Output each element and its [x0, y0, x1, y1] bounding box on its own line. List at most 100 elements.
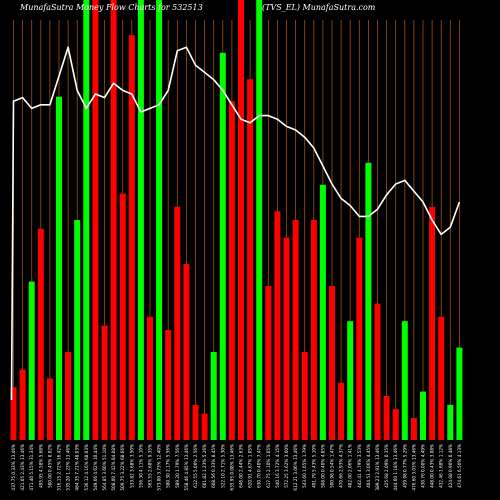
bar-down — [192, 404, 199, 440]
x-tick-label: 573.00 3.73% 12.40% — [157, 444, 162, 491]
bar-down — [46, 378, 53, 440]
bar-down — [147, 316, 153, 440]
bar-down — [374, 303, 381, 440]
bar-down — [165, 330, 172, 440]
x-tick-label: 516.15 2.72% 16.42% — [57, 444, 62, 491]
bar-down — [228, 101, 235, 440]
x-tick-label: 470.66 2.93% 4.37% — [339, 444, 344, 488]
x-tick-label: 601.82 1.23% 5.26% — [202, 444, 207, 488]
bar-down — [383, 396, 390, 440]
x-tick-label: 508.00 0.40% 4.85% — [320, 444, 325, 488]
price-line — [10, 46, 461, 401]
x-tick-label: 476.60 3.03% 13.46% — [411, 444, 416, 491]
x-tick-label: 535.20 1.23% 13.46% — [66, 444, 71, 491]
bar-up — [365, 162, 372, 441]
x-tick-label: 448.00 0.43% 3.08% — [430, 444, 435, 488]
x-tick-label: 564.85 3.60% 51.10% — [102, 444, 107, 491]
x-tick-label: 508.00 7.42% 84.08% — [111, 444, 116, 491]
x-tick-label: 474.61 6.50% 4.13% — [457, 444, 462, 488]
bar-down — [329, 286, 335, 440]
bar-down — [238, 0, 244, 440]
x-tick-label: 500.00 0.45% 0.02% — [47, 444, 52, 488]
x-tick-label: 471.40 5.15% 31.34% — [29, 444, 34, 491]
x-tick-label: 635.95 0.08% 13.46% — [229, 444, 234, 491]
x-tick-label: 612.55 5.00% 2.56% — [193, 444, 198, 488]
bar-up — [156, 0, 163, 440]
x-tick-label: 522.10 2.71% 5.30% — [220, 444, 225, 488]
bar-down — [310, 220, 317, 440]
bar-down — [338, 382, 345, 440]
x-tick-label: 491.79 5.43% 5.10% — [311, 444, 316, 488]
bar-up — [456, 347, 463, 440]
x-tick-label: 444.60 1.18% 13.46% — [393, 444, 398, 491]
x-tick-label: 612.21 3.06% 13.46% — [293, 444, 298, 491]
bar-down — [128, 35, 135, 440]
x-tick-label: 549.66 4.62% 10.44% — [93, 444, 98, 491]
bar-up — [74, 220, 81, 440]
bar-down — [438, 316, 445, 440]
bar-up — [447, 404, 454, 440]
chart-header-left: MunafaSutra Money Flow Charts for 532513 — [19, 3, 203, 12]
bar-down — [92, 0, 99, 440]
x-tick-label: 536.12 4.16% 68.03% — [84, 444, 89, 491]
bar-up — [28, 281, 35, 440]
bar-up — [83, 0, 90, 440]
x-tick-label: 617.75 2.10% 1.05% — [266, 444, 271, 488]
x-tick-label: 580.30 2.17% 5.56% — [166, 444, 171, 488]
bar-down — [101, 325, 108, 440]
bar-up — [256, 0, 263, 440]
x-tick-label: 442.41 4.79% 3.53% — [357, 444, 362, 488]
bar-up — [56, 96, 62, 441]
x-tick-label: 437.75 0.33% 13.46% — [11, 444, 16, 491]
bar-down — [429, 206, 436, 440]
x-tick-label: 533.82 3.68% 3.50% — [129, 444, 134, 488]
bar-down — [110, 0, 117, 440]
bar-down — [292, 220, 299, 440]
x-tick-label: 509.75 3.22% 68.66% — [120, 444, 125, 491]
x-tick-label: 540.16 3.72% 4.15% — [275, 444, 280, 488]
x-tick-label: 630.70 0.40% 7.47% — [257, 444, 262, 488]
x-tick-labels: 437.75 0.33% 13.46% 421.05 2.43% 13.46% 47… — [11, 444, 462, 491]
x-tick-label: 500.98 0.54% 1.47% — [330, 444, 335, 488]
x-tick-label: 424.08 0.90% 0.48% — [448, 444, 453, 488]
bar-down — [37, 228, 44, 440]
x-tick-label: 563.55 2.68% 9.35% — [148, 444, 153, 488]
x-tick-label: 543.60 1.65% 1.79% — [302, 444, 307, 488]
x-tick-label: 484.35 7.21% 48.03% — [75, 444, 80, 491]
bar-down — [201, 413, 208, 440]
x-tick-label: 620.91 4.67% 1.05% — [248, 444, 253, 488]
x-tick-label: 421.05 2.43% 13.46% — [20, 444, 25, 491]
bar-down — [410, 418, 417, 440]
bar-down — [283, 237, 290, 440]
bar-up — [210, 352, 217, 440]
bar-down — [174, 206, 181, 440]
bar-down — [19, 369, 26, 440]
bar-down — [183, 264, 190, 440]
x-tick-label: 459.98 0.77% 5.29% — [402, 444, 407, 488]
bar-up — [137, 0, 144, 440]
x-tick-label: 589.20 1.79% 7.56% — [175, 444, 180, 488]
bar-down — [356, 237, 363, 440]
x-tick-label: 425.68 2.09% 0.35% — [384, 444, 389, 488]
bar-up — [401, 321, 408, 440]
bar-up — [420, 391, 426, 440]
bar-up — [347, 321, 354, 440]
bars — [10, 0, 463, 441]
x-tick-label: 432.46 1.68% 1.12% — [439, 444, 444, 488]
bar-down — [65, 352, 72, 440]
x-tick-label: 482.00 2.06% 1.41% — [348, 444, 353, 488]
x-tick-label: 495.95 4.58% 5.68% — [38, 444, 43, 488]
bar-up — [219, 52, 226, 441]
bar-up — [319, 184, 326, 440]
x-tick-label: 404.51 3.06% 4.45% — [366, 444, 371, 488]
x-tick-label: 556.30 4.11% 5.10% — [138, 444, 143, 488]
bar-down — [301, 352, 308, 440]
bar-down — [274, 211, 281, 440]
bar-down — [392, 409, 399, 440]
x-tick-label: 608.56 0.33% 8.45% — [211, 444, 216, 488]
x-tick-label: 558.46 4.85% 13.46% — [184, 444, 189, 491]
bar-down — [247, 79, 254, 440]
bar-down — [119, 193, 126, 440]
bar-down — [10, 387, 17, 440]
